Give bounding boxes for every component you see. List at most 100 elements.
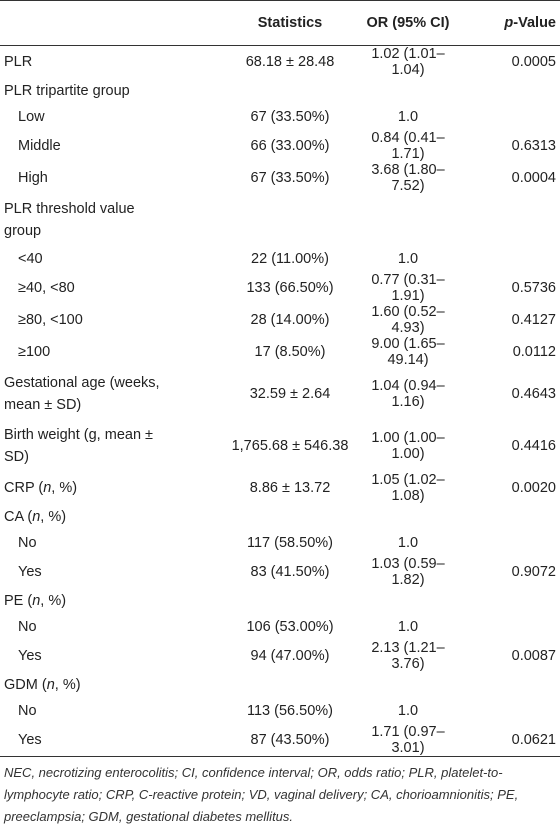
row-label: GDM (n, %): [0, 672, 222, 698]
text-part: n: [32, 509, 41, 525]
table-row: No 117 (58.50%) 1.0: [0, 530, 560, 556]
cell-p: [458, 78, 560, 104]
cell-or: 1.02 (1.01–1.04): [371, 46, 445, 78]
cell-or: [358, 672, 458, 698]
text-part: n: [43, 480, 52, 496]
table-row: Yes 83 (41.50%) 1.03 (0.59–1.82) 0.9072: [0, 556, 560, 588]
cell-or: 1.0: [397, 109, 419, 125]
cell-statistics: [222, 672, 358, 698]
text-part: n: [46, 677, 55, 693]
corner: [0, 0, 222, 46]
cell-p: [458, 246, 560, 272]
label-text: High: [18, 170, 48, 186]
label-text: Low: [18, 109, 45, 125]
cell-statistics: 66 (33.00%): [250, 138, 330, 154]
cell-or: [358, 78, 458, 104]
cell-statistics: [222, 588, 358, 614]
row-label: CRP (n, %): [0, 472, 222, 504]
cell-statistics: 68.18 ± 28.48: [245, 54, 335, 70]
cell-statistics: 17 (8.50%): [254, 344, 326, 360]
table-row: Yes 94 (47.00%) 2.13 (1.21–3.76) 0.0087: [0, 640, 560, 672]
cell-p: 0.0112: [512, 344, 556, 360]
cell-p: 0.0004: [511, 170, 556, 186]
text-part: , %): [51, 480, 78, 496]
cell-p: 0.4416: [511, 438, 556, 454]
label-text: Birth weight (g, mean ± SD): [4, 427, 153, 465]
row-label: No: [0, 614, 222, 640]
table-row: ≥80, <100 28 (14.00%) 1.60 (0.52–4.93) 0.41…: [0, 304, 560, 336]
cell-p: [458, 614, 560, 640]
row-label: ≥100: [0, 336, 222, 368]
text-part: p: [504, 15, 514, 31]
cell-statistics: [222, 78, 358, 104]
cell-or: [358, 588, 458, 614]
cell-statistics: [222, 504, 358, 530]
label-text: No: [18, 703, 37, 719]
table-row: PE (n, %): [0, 588, 560, 614]
cell-statistics: 94 (47.00%): [250, 648, 330, 664]
table-row: No 113 (56.50%) 1.0: [0, 698, 560, 724]
cell-or: [358, 504, 458, 530]
cell-or: 1.04 (0.94–1.16): [371, 378, 445, 410]
cell-statistics: 117 (58.50%): [247, 535, 333, 551]
row-label: Middle: [0, 130, 222, 162]
cell-statistics: 113 (56.50%): [247, 703, 333, 719]
cell-statistics: 22 (11.00%): [251, 251, 329, 267]
cell-or: 0.77 (0.31–1.91): [371, 272, 445, 304]
footnote: NEC, necrotizing enterocolitis; CI, conf…: [4, 765, 519, 824]
table-row: PLR 68.18 ± 28.48 1.02 (1.01–1.04) 0.0005: [0, 46, 560, 78]
cell-statistics: 106 (53.00%): [246, 619, 334, 635]
cell-or: [358, 194, 458, 246]
cell-statistics: 8.86 ± 13.72: [249, 480, 331, 496]
text-part: -Value: [513, 15, 556, 31]
table-row: Gestational age (weeks, mean ± SD) 32.59 …: [0, 368, 560, 420]
cell-p: 0.0087: [511, 648, 556, 664]
text-part: , %): [40, 509, 67, 525]
label-text: PLR tripartite group: [4, 83, 130, 99]
table-row: Low 67 (33.50%) 1.0: [0, 104, 560, 130]
cell-p: [458, 104, 560, 130]
cell-statistics: 28 (14.00%): [250, 312, 330, 328]
cell-or: 1.03 (0.59–1.82): [371, 556, 445, 588]
label-text: No: [18, 619, 37, 635]
text-part: , %): [40, 593, 67, 609]
column-header: OR (95% CI): [358, 0, 458, 46]
label-text: <40: [18, 251, 43, 267]
cell-or: 9.00 (1.65–49.14): [371, 336, 445, 368]
row-label: PLR tripartite group: [0, 78, 222, 104]
label-text: GDM (n, %): [4, 674, 164, 696]
cell-p: 0.0621: [458, 724, 560, 757]
label-text: ≥80, <100: [18, 312, 83, 328]
cell-p: 0.9072: [511, 564, 556, 580]
row-label: No: [0, 530, 222, 556]
cell-statistics: 133 (66.50%): [246, 280, 334, 296]
cell-or: 1.0: [397, 251, 419, 267]
cell-statistics: 32.59 ± 2.64: [249, 386, 331, 402]
label-text: Middle: [18, 138, 61, 154]
cell-or: 0.84 (0.41–1.71): [371, 130, 445, 162]
row-label: Yes: [0, 724, 222, 757]
text-part: PE (: [4, 593, 33, 609]
table-row: ≥40, <80 133 (66.50%) 0.77 (0.31–1.91) 0.57…: [0, 272, 560, 304]
cell-or: 1.0: [397, 703, 419, 719]
row-label: PLR threshold value group: [0, 194, 222, 246]
cell-or: 1.71 (0.97–3.01): [358, 724, 458, 757]
cell-p: [458, 672, 560, 698]
label-text: Yes: [18, 564, 42, 580]
cell-or: 2.13 (1.21–3.76): [371, 640, 445, 672]
cell-or: 1.00 (1.00–1.00): [371, 430, 445, 462]
label-text: No: [18, 535, 37, 551]
cell-or: 3.68 (1.80–7.52): [371, 162, 445, 194]
text-part: , %): [54, 677, 81, 693]
row-label: ≥80, <100: [0, 304, 222, 336]
cell-p: 0.4643: [511, 386, 556, 402]
table-row: GDM (n, %): [0, 672, 560, 698]
text-part: CA (: [4, 509, 33, 525]
table-row: PLR tripartite group: [0, 78, 560, 104]
cell-p: 0.6313: [511, 138, 556, 154]
cell-p: [458, 698, 560, 724]
table-row: Middle 66 (33.00%) 0.84 (0.41–1.71) 0.6313: [0, 130, 560, 162]
cell-statistics: 83 (41.50%): [250, 564, 330, 580]
label-text: Gestational age (weeks, mean ± SD): [4, 375, 160, 413]
